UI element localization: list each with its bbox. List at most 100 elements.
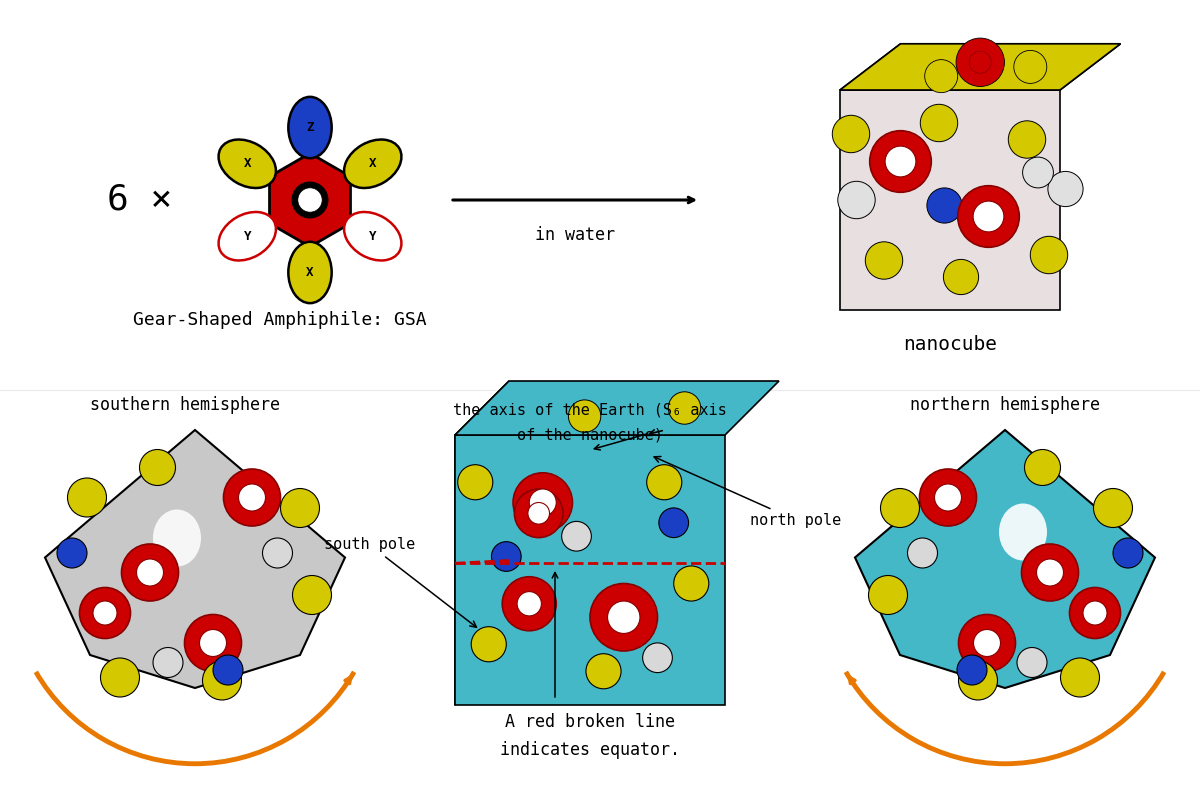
Text: the axis of the Earth (S₆ axis: the axis of the Earth (S₆ axis (454, 402, 727, 418)
Text: in water: in water (535, 226, 616, 244)
Circle shape (643, 643, 672, 673)
Circle shape (869, 575, 907, 614)
Ellipse shape (344, 212, 402, 261)
Polygon shape (455, 381, 779, 435)
Text: south pole: south pole (324, 538, 476, 627)
Text: Y: Y (244, 230, 251, 242)
Circle shape (1114, 538, 1142, 568)
Circle shape (959, 614, 1015, 671)
Ellipse shape (998, 503, 1046, 561)
Text: 6 ×: 6 × (107, 183, 173, 217)
Text: indicates equator.: indicates equator. (500, 741, 680, 759)
Circle shape (943, 259, 979, 294)
Circle shape (472, 626, 506, 662)
Circle shape (67, 478, 107, 517)
Circle shape (1014, 50, 1046, 83)
Circle shape (94, 601, 118, 625)
Polygon shape (840, 44, 1121, 90)
Text: of the nanocube): of the nanocube) (517, 427, 662, 442)
Circle shape (935, 484, 961, 511)
Polygon shape (840, 90, 1060, 310)
Circle shape (1093, 489, 1133, 527)
Circle shape (1021, 544, 1079, 601)
Text: Y: Y (370, 230, 377, 242)
Circle shape (263, 538, 293, 568)
Text: X: X (370, 158, 377, 170)
Circle shape (121, 544, 179, 601)
Circle shape (647, 465, 682, 500)
Polygon shape (455, 381, 509, 705)
Text: northern hemisphere: northern hemisphere (910, 396, 1100, 414)
Circle shape (958, 186, 1019, 247)
Circle shape (517, 592, 541, 616)
Circle shape (528, 502, 550, 524)
Circle shape (562, 522, 592, 551)
Circle shape (881, 489, 919, 527)
Text: A red broken line: A red broken line (505, 713, 674, 731)
Circle shape (185, 614, 241, 671)
Circle shape (1061, 658, 1099, 697)
Circle shape (492, 542, 521, 571)
Circle shape (590, 583, 658, 651)
Polygon shape (840, 44, 1121, 90)
Circle shape (1018, 647, 1046, 678)
Polygon shape (270, 154, 350, 246)
Text: southern hemisphere: southern hemisphere (90, 396, 280, 414)
Circle shape (101, 658, 139, 697)
Ellipse shape (218, 212, 276, 261)
Circle shape (907, 538, 937, 568)
Circle shape (668, 392, 701, 424)
Circle shape (1031, 236, 1068, 274)
Circle shape (970, 51, 991, 74)
Circle shape (1037, 559, 1063, 586)
Polygon shape (856, 430, 1154, 688)
Circle shape (673, 566, 709, 601)
Ellipse shape (344, 139, 402, 188)
Circle shape (959, 661, 997, 700)
Text: Gear-Shaped Amphiphile: GSA: Gear-Shaped Amphiphile: GSA (133, 311, 427, 329)
Circle shape (870, 130, 931, 192)
Circle shape (503, 577, 557, 630)
Polygon shape (46, 430, 346, 688)
Circle shape (203, 661, 241, 700)
Circle shape (223, 469, 281, 526)
Text: X: X (244, 158, 251, 170)
Circle shape (838, 182, 875, 218)
Text: north pole: north pole (654, 457, 841, 527)
Circle shape (514, 473, 572, 532)
Circle shape (920, 104, 958, 142)
Circle shape (1008, 121, 1045, 158)
Circle shape (239, 484, 265, 511)
Circle shape (886, 146, 916, 177)
Circle shape (529, 489, 557, 516)
Circle shape (659, 508, 689, 538)
Ellipse shape (154, 510, 202, 566)
Circle shape (58, 538, 88, 568)
Circle shape (586, 654, 622, 689)
Circle shape (298, 188, 322, 212)
Circle shape (293, 575, 331, 614)
Text: nanocube: nanocube (904, 335, 997, 354)
Circle shape (1048, 171, 1084, 206)
Circle shape (569, 400, 601, 432)
Circle shape (457, 465, 493, 500)
Circle shape (281, 489, 319, 527)
Circle shape (79, 587, 131, 638)
Circle shape (1022, 157, 1054, 188)
Circle shape (973, 201, 1004, 232)
Circle shape (139, 450, 175, 486)
Circle shape (926, 188, 962, 223)
Circle shape (214, 655, 242, 685)
Circle shape (199, 630, 227, 657)
Circle shape (154, 647, 182, 678)
Circle shape (865, 242, 902, 279)
Circle shape (973, 630, 1001, 657)
Circle shape (137, 559, 163, 586)
Circle shape (958, 655, 988, 685)
Circle shape (919, 469, 977, 526)
Text: X: X (306, 266, 313, 279)
Circle shape (1025, 450, 1061, 486)
Circle shape (1069, 587, 1121, 638)
Circle shape (833, 115, 870, 153)
Polygon shape (455, 435, 725, 705)
